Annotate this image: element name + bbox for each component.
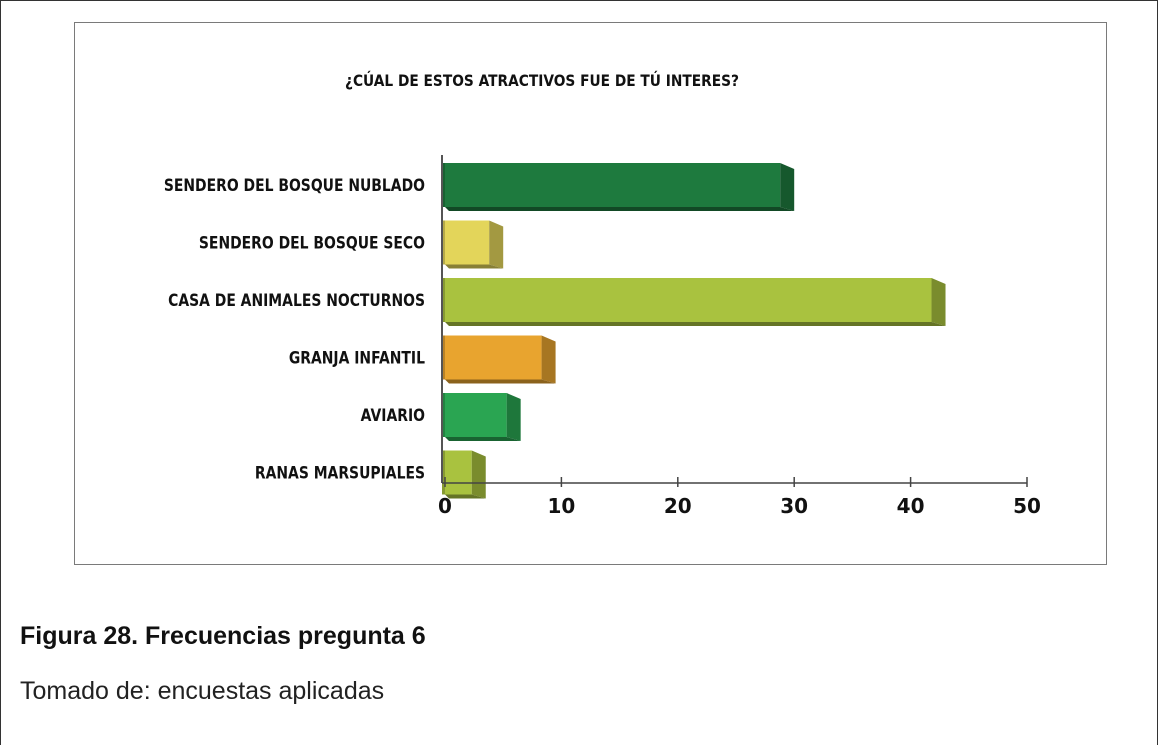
bar-chart: ¿CÚAL DE ESTOS ATRACTIVOS FUE DE TÚ INTE… xyxy=(164,71,1041,518)
bar-cap xyxy=(442,450,445,495)
x-tick-label: 40 xyxy=(897,494,925,518)
bar-cap xyxy=(442,220,445,265)
bar-cap xyxy=(442,163,445,207)
bar-2 xyxy=(442,220,504,269)
bar-1 xyxy=(442,163,795,211)
bar-front xyxy=(445,335,542,380)
category-labels: SENDERO DEL BOSQUE NUBLADO SENDERO DEL BO… xyxy=(164,176,425,483)
x-tick-label: 10 xyxy=(547,494,575,518)
bar-cap xyxy=(442,393,445,437)
category-label: GRANJA INFANTIL xyxy=(289,348,425,368)
bar-side xyxy=(541,335,556,384)
x-tick-label: 20 xyxy=(664,494,692,518)
bar-6 xyxy=(442,450,486,499)
bar-bottom xyxy=(445,437,521,441)
bar-4 xyxy=(442,335,556,384)
bar-front xyxy=(445,163,781,207)
bar-bottom xyxy=(445,494,486,499)
category-label: SENDERO DEL BOSQUE NUBLADO xyxy=(164,176,425,196)
bar-side xyxy=(506,393,521,441)
figure-caption: Figura 28. Frecuencias pregunta 6 xyxy=(20,622,426,650)
bar-bottom xyxy=(445,322,946,326)
bar-5 xyxy=(442,393,521,441)
chart-title: ¿CÚAL DE ESTOS ATRACTIVOS FUE DE TÚ INTE… xyxy=(345,71,739,90)
x-tick-label: 0 xyxy=(438,494,452,518)
figure-source: Tomado de: encuestas aplicadas xyxy=(20,677,385,705)
bar-3 xyxy=(442,278,946,326)
bar-side xyxy=(931,278,946,326)
bar-bottom xyxy=(445,264,504,269)
chart-panel: ¿CÚAL DE ESTOS ATRACTIVOS FUE DE TÚ INTE… xyxy=(74,22,1107,565)
bar-side xyxy=(471,450,486,499)
bar-side xyxy=(780,163,795,211)
category-label: SENDERO DEL BOSQUE SECO xyxy=(199,233,425,253)
bar-side xyxy=(489,220,504,269)
category-label: AVIARIO xyxy=(361,406,425,426)
bar-front xyxy=(445,278,932,322)
bar-bottom xyxy=(445,379,556,384)
x-tick-label: 30 xyxy=(780,494,808,518)
bar-bottom xyxy=(445,207,795,211)
bar-front xyxy=(445,393,507,437)
bar-front xyxy=(445,220,490,265)
x-tick-label: 50 xyxy=(1013,494,1041,518)
bar-cap xyxy=(442,278,445,322)
bar-front xyxy=(445,450,472,495)
category-label: CASA DE ANIMALES NOCTURNOS xyxy=(168,291,425,311)
x-axis: 0 10 20 30 40 50 xyxy=(438,155,1041,518)
category-label: RANAS MARSUPIALES xyxy=(255,463,425,483)
bar-cap xyxy=(442,335,445,380)
bars-layer xyxy=(442,163,946,499)
